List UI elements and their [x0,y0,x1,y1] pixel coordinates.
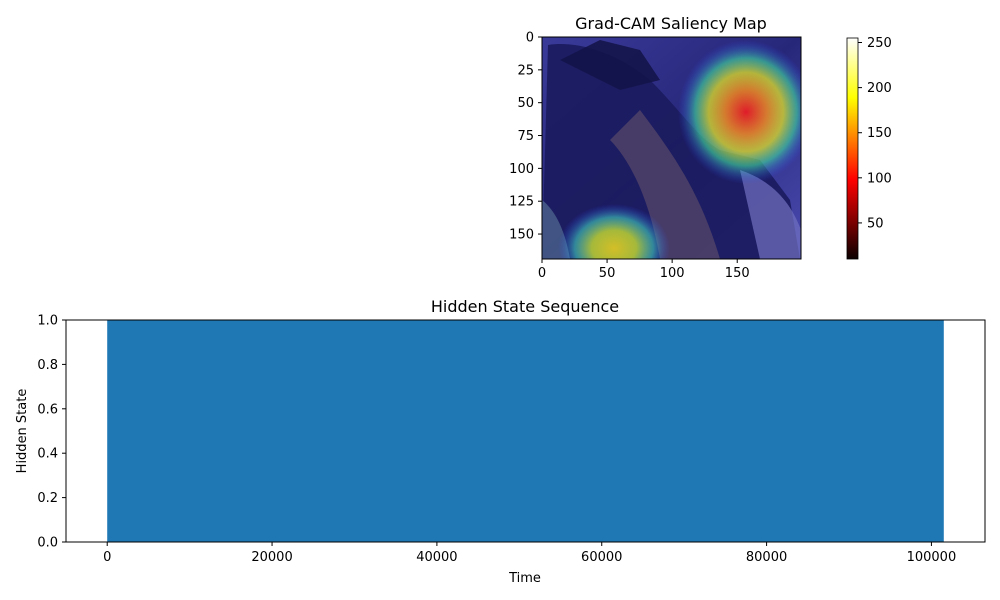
y-axis-label: Hidden State [15,389,30,474]
saliency-x-tick-label: 150 [725,266,750,281]
hotspot-lower [558,204,670,259]
hidden-state-axes [65,319,986,543]
saliency-image [542,37,801,259]
colorbar-tick-label: 250 [867,36,892,51]
colorbar-tick-label: 150 [867,126,892,141]
hidden-state-tick-label: 0.8 [37,358,58,373]
saliency-title: Grad-CAM Saliency Map [575,14,767,33]
saliency-y-tick-label: 50 [517,96,534,111]
saliency-x-tick-label: 100 [660,266,685,281]
time-tick-label: 80000 [746,550,787,565]
hidden-state-tick-label: 0.0 [37,536,58,551]
colorbar-tick-label: 50 [867,216,884,231]
hidden-state-tick-label: 0.4 [37,447,58,462]
hidden-state-tick-label: 1.0 [37,314,58,329]
saliency-y-tick-label: 25 [517,63,534,78]
time-tick-label: 20000 [251,550,292,565]
saliency-x-tick-label: 50 [599,266,616,281]
hidden-state-panel: Hidden State Sequence 0 20000 40000 60000 80… [15,297,986,586]
colorbar-tick-label: 100 [867,171,892,186]
saliency-map-panel: Grad-CAM Saliency Map 0 50 100 150 0 25 50 75 1… [509,14,892,281]
hidden-state-tick-label: 0.6 [37,402,58,417]
saliency-y-axis: 0 25 50 75 100 125 150 [509,31,542,243]
saliency-x-tick-label: 0 [538,266,546,281]
colorbar-tick-label: 200 [867,81,892,96]
time-tick-label: 60000 [581,550,622,565]
saliency-x-axis: 0 50 100 150 [538,259,750,281]
saliency-y-tick-label: 0 [526,31,534,46]
time-tick-label: 100000 [907,550,957,565]
hidden-state-axis: 0.0 0.2 0.4 0.6 0.8 1.0 [37,314,66,551]
hidden-state-area [107,320,944,542]
saliency-y-tick-label: 100 [509,162,534,177]
saliency-y-tick-label: 150 [509,228,534,243]
time-axis: 0 20000 40000 60000 80000 100000 [103,542,956,565]
saliency-y-tick-label: 75 [517,129,534,144]
time-tick-label: 40000 [416,550,457,565]
hidden-state-tick-label: 0.2 [37,491,58,506]
saliency-y-tick-label: 125 [509,195,534,210]
time-tick-label: 0 [103,550,111,565]
colorbar-ticks: 50 100 150 200 250 [858,36,892,231]
hotspot-head [678,40,801,184]
x-axis-label: Time [508,571,541,586]
colorbar: 50 100 150 200 250 [846,36,892,260]
hidden-state-title: Hidden State Sequence [431,297,619,316]
